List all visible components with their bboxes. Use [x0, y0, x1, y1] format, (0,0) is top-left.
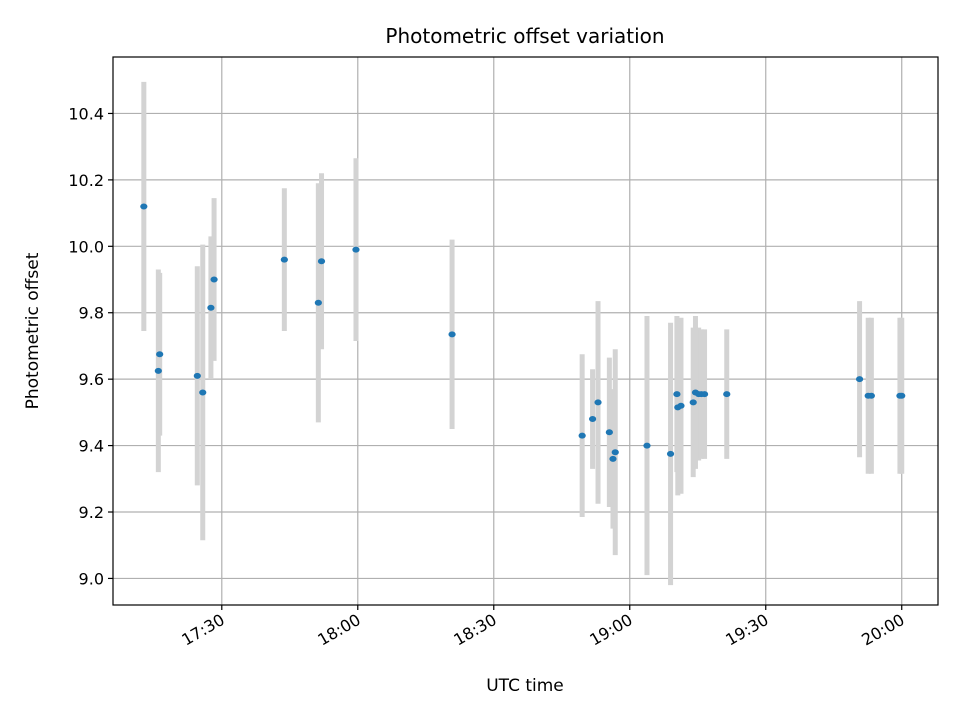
y-tick-label: 9.8	[79, 304, 104, 323]
data-point	[199, 389, 207, 396]
x-tick-label: 19:30	[722, 610, 771, 650]
data-point	[156, 351, 164, 358]
data-point	[700, 391, 709, 398]
data-point	[193, 372, 201, 379]
y-tick-label: 10.4	[68, 104, 104, 123]
y-tick-label: 9.4	[79, 437, 104, 456]
x-tick-label: 19:00	[586, 610, 635, 650]
data-point	[689, 399, 697, 406]
data-point	[677, 402, 685, 409]
data-point	[723, 391, 731, 398]
data-point	[448, 331, 456, 338]
data-point	[314, 299, 322, 306]
data-point	[210, 276, 218, 283]
data-point	[611, 449, 619, 456]
x-tick-label: 18:00	[314, 610, 363, 650]
data-point	[605, 429, 613, 436]
x-tick-label: 20:00	[858, 610, 907, 650]
data-point	[154, 367, 162, 374]
data-point	[666, 450, 675, 457]
data-point	[140, 203, 148, 210]
data-points	[140, 203, 906, 462]
grid	[113, 57, 938, 605]
data-point	[578, 432, 586, 439]
plot-frame	[112, 56, 939, 606]
y-tick-label: 10.2	[68, 171, 104, 190]
data-point	[207, 304, 215, 311]
data-point	[588, 416, 597, 423]
y-tick-label: 9.0	[79, 569, 104, 588]
data-point	[609, 455, 617, 462]
chart-title: Photometric offset variation	[385, 24, 664, 48]
y-tick-label: 10.0	[68, 237, 104, 256]
data-point	[317, 258, 326, 265]
data-point	[898, 392, 906, 399]
y-axis-label: Photometric offset	[23, 252, 43, 409]
data-point	[643, 442, 651, 449]
data-point	[280, 256, 288, 263]
data-point	[352, 246, 360, 253]
errorbars	[141, 81, 905, 586]
data-point	[867, 392, 875, 399]
x-axis-label: UTC time	[486, 676, 564, 696]
y-tick-label: 9.2	[79, 503, 104, 522]
data-point	[855, 376, 864, 383]
x-tick-label: 17:30	[178, 610, 227, 650]
data-point	[594, 399, 602, 406]
data-point	[673, 391, 681, 398]
y-tick-label: 9.6	[79, 370, 104, 389]
x-tick-label: 18:30	[450, 610, 499, 650]
